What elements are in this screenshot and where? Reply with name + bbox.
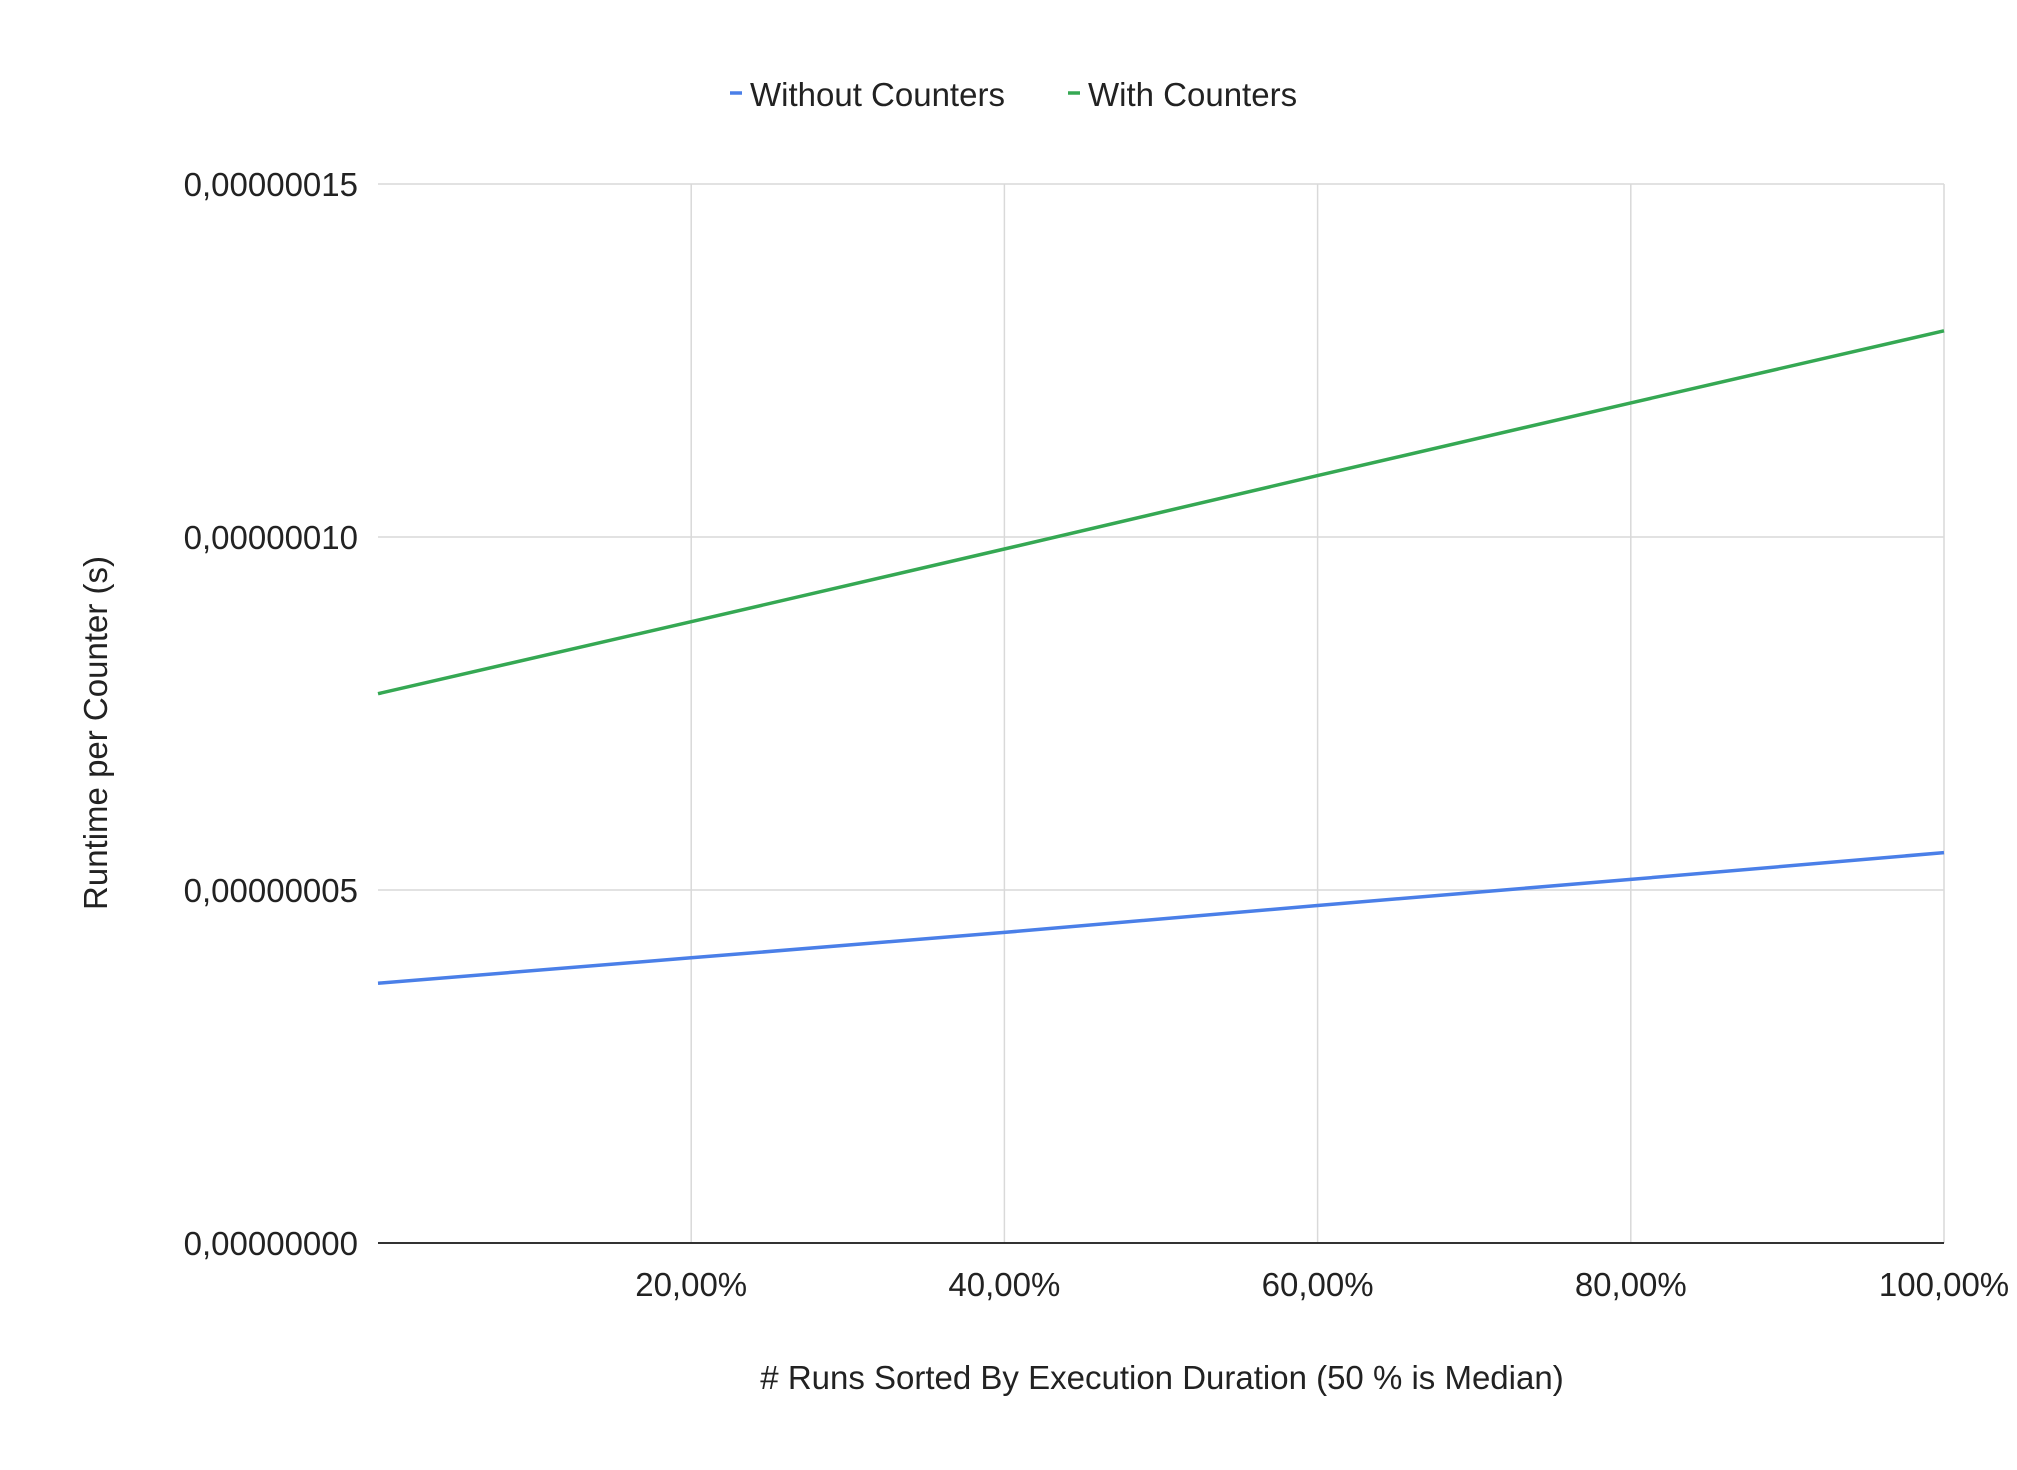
x-tick-label: 60,00% bbox=[1262, 1266, 1374, 1303]
x-axis-title: # Runs Sorted By Execution Duration (50 … bbox=[760, 1359, 1563, 1396]
x-axis-ticks: 20,00% 40,00% 60,00% 80,00% 100,00% bbox=[635, 1266, 2009, 1303]
series-line-2 bbox=[377, 329, 1945, 696]
y-tick-label: 0,00000010 bbox=[184, 519, 358, 556]
legend-label: With Counters bbox=[1088, 76, 1297, 113]
legend-label: Without Counters bbox=[750, 76, 1005, 113]
y-axis-ticks: 0,00000000 0,00000005 0,00000010 0,00000015 bbox=[184, 166, 358, 1262]
series-lines bbox=[377, 329, 1945, 985]
y-axis-title: Runtime per Counter (s) bbox=[77, 556, 114, 910]
gridlines bbox=[378, 183, 1945, 1243]
legend-item-1: Without Counters bbox=[730, 76, 1005, 113]
x-tick-label: 20,00% bbox=[635, 1266, 747, 1303]
x-tick-label: 100,00% bbox=[1879, 1266, 2009, 1303]
y-tick-label: 0,00000000 bbox=[184, 1225, 358, 1262]
legend: Without Counters With Counters bbox=[730, 76, 1297, 113]
legend-item-2: With Counters bbox=[1068, 76, 1297, 113]
x-tick-label: 40,00% bbox=[948, 1266, 1060, 1303]
y-tick-label: 0,00000005 bbox=[184, 872, 358, 909]
series-line-1 bbox=[377, 850, 1945, 985]
x-tick-label: 80,00% bbox=[1575, 1266, 1687, 1303]
y-tick-label: 0,00000015 bbox=[184, 166, 358, 203]
